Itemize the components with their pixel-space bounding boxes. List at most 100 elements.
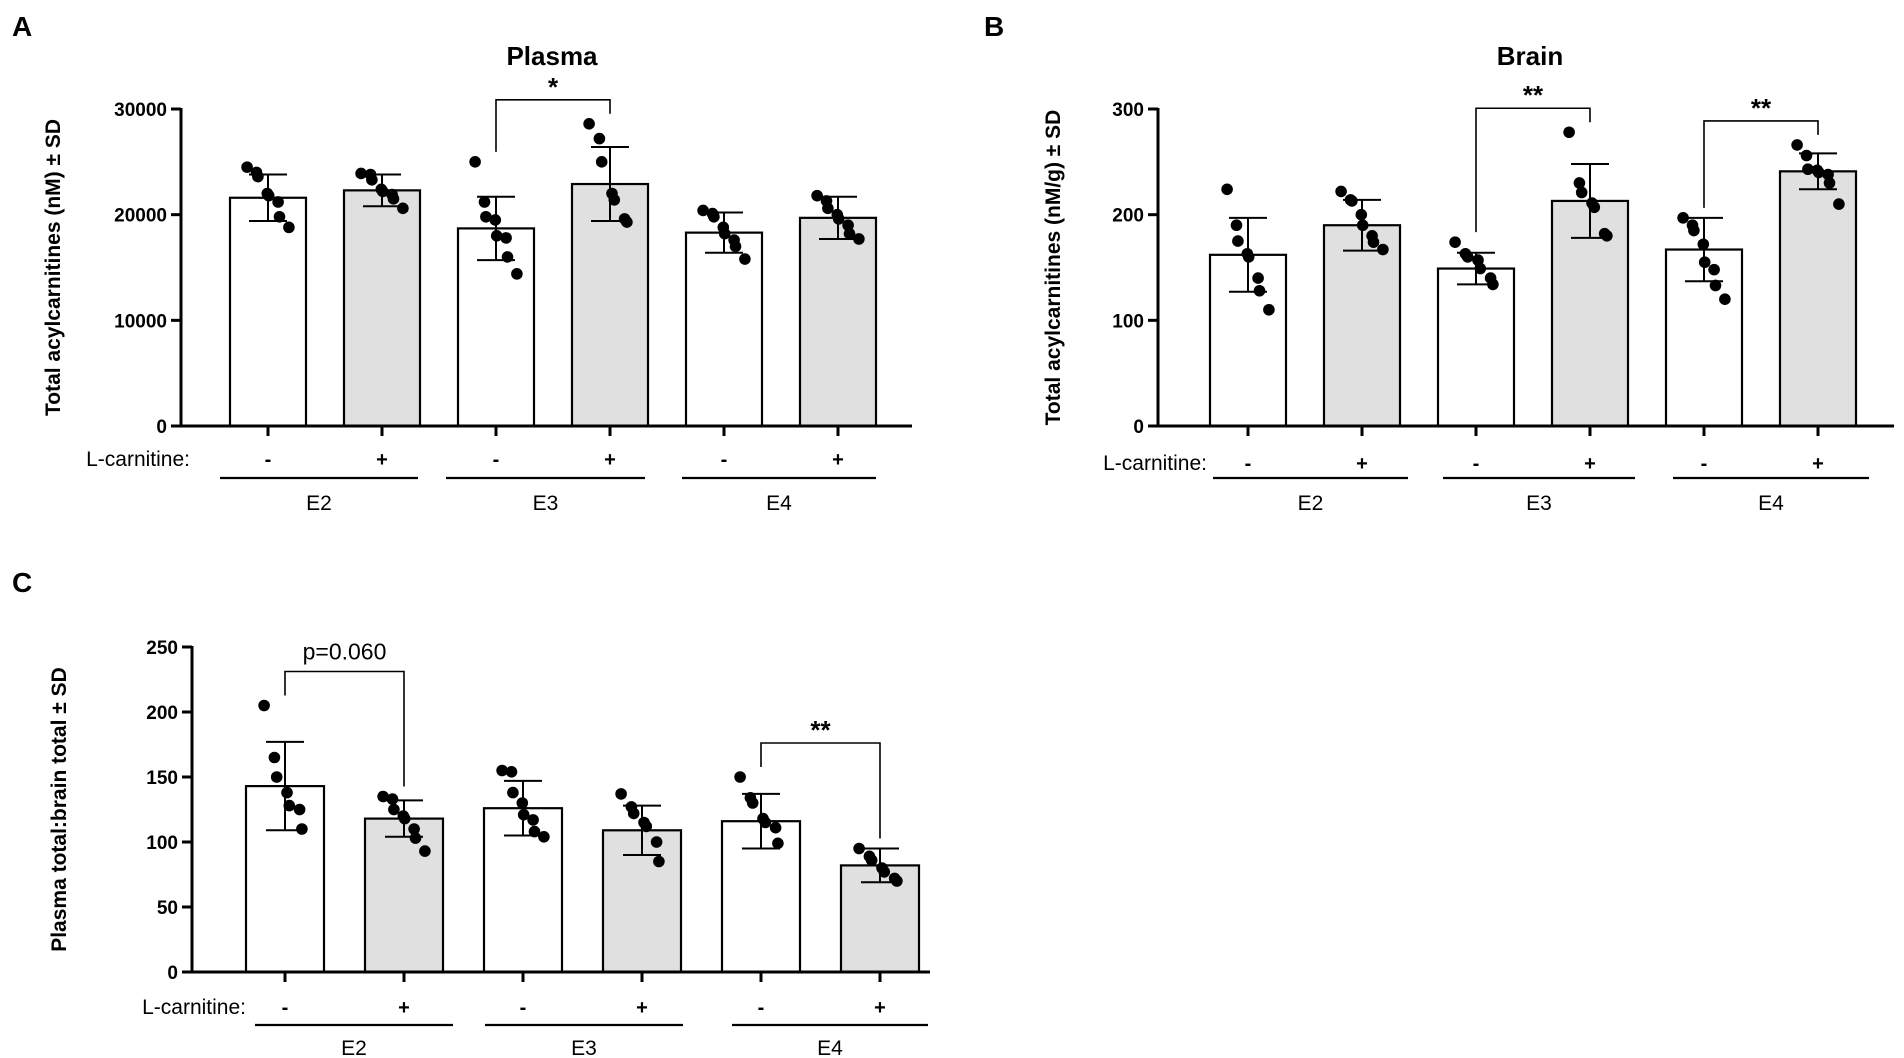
data-point bbox=[376, 185, 389, 198]
data-point bbox=[527, 814, 539, 826]
data-point bbox=[397, 202, 409, 215]
data-point bbox=[1833, 198, 1845, 210]
x-tick-label: - bbox=[520, 997, 527, 1019]
data-point bbox=[1573, 177, 1586, 189]
data-point bbox=[258, 699, 270, 712]
significance-bracket bbox=[495, 98, 611, 152]
bar bbox=[1436, 267, 1516, 428]
data-point bbox=[1697, 238, 1710, 251]
panel-c: C Plasma total:brain total ± SD 0 50 100 150 2… bbox=[12, 567, 930, 1058]
data-point bbox=[853, 842, 865, 855]
x-tick-label: + bbox=[1584, 453, 1596, 475]
data-point bbox=[650, 836, 663, 848]
data-point bbox=[366, 173, 378, 186]
bar bbox=[1322, 224, 1402, 428]
y-tick-label: 100 bbox=[146, 833, 178, 854]
y-tick-label: 250 bbox=[146, 638, 178, 659]
chart-title: Brain bbox=[1497, 41, 1563, 71]
y-tick-label: 200 bbox=[146, 703, 178, 724]
data-point bbox=[480, 210, 492, 223]
data-point bbox=[621, 216, 633, 228]
data-point bbox=[505, 766, 518, 778]
data-point bbox=[500, 232, 512, 244]
data-point bbox=[1474, 262, 1487, 275]
data-point bbox=[729, 240, 742, 253]
y-tick-label: 50 bbox=[157, 898, 178, 919]
data-point bbox=[1263, 303, 1275, 316]
data-point bbox=[1698, 256, 1711, 269]
data-point bbox=[608, 194, 621, 206]
data-point bbox=[1253, 284, 1266, 297]
chart-title: Plasma bbox=[506, 41, 598, 71]
x-tick-label: + bbox=[376, 449, 388, 471]
x-tick-label: - bbox=[758, 997, 765, 1019]
x-tick-label: - bbox=[265, 449, 272, 471]
data-point bbox=[398, 812, 411, 825]
x-tick-label: - bbox=[493, 449, 500, 471]
panel-letter: A bbox=[12, 11, 32, 42]
data-point bbox=[386, 793, 399, 805]
data-point bbox=[1823, 177, 1836, 189]
data-point bbox=[283, 799, 296, 812]
data-point bbox=[718, 227, 731, 240]
group-label: E3 bbox=[571, 1037, 597, 1058]
significance-bracket bbox=[284, 670, 405, 787]
data-point bbox=[507, 786, 519, 799]
data-point bbox=[1230, 219, 1243, 232]
y-tick-label: 100 bbox=[1112, 311, 1144, 332]
y-tick-label: 150 bbox=[146, 768, 178, 789]
data-point bbox=[1688, 224, 1700, 237]
data-point bbox=[1221, 183, 1233, 196]
data-point bbox=[408, 823, 420, 835]
data-point bbox=[615, 788, 627, 800]
data-point bbox=[734, 771, 746, 783]
group-label: E2 bbox=[1298, 492, 1324, 515]
x-tick-label: - bbox=[1473, 453, 1480, 475]
x-tick-label: - bbox=[1245, 453, 1252, 475]
bar bbox=[684, 231, 764, 428]
y-tick-label: 0 bbox=[1133, 417, 1144, 438]
x-tick-label: + bbox=[604, 449, 616, 471]
data-point bbox=[640, 820, 653, 833]
data-point bbox=[627, 807, 640, 820]
category-label: L-carnitine: bbox=[142, 996, 246, 1019]
x-tick-label: - bbox=[721, 449, 728, 471]
data-point bbox=[283, 221, 295, 234]
x-tick-label: - bbox=[282, 997, 289, 1019]
data-point bbox=[1449, 236, 1461, 248]
data-point bbox=[270, 771, 283, 783]
significance-bracket bbox=[760, 742, 881, 839]
data-point bbox=[501, 251, 514, 263]
group-label: E2 bbox=[306, 492, 332, 515]
bar bbox=[570, 182, 650, 428]
y-axis-label: Total acylcarnitines (nM/g) ± SD bbox=[1042, 110, 1065, 426]
data-point bbox=[516, 797, 529, 809]
data-point bbox=[1232, 235, 1244, 247]
group-label: E3 bbox=[533, 492, 559, 515]
data-point bbox=[1709, 279, 1722, 292]
data-point bbox=[865, 854, 878, 866]
significance-label: ** bbox=[1523, 80, 1544, 110]
data-point bbox=[769, 821, 782, 834]
data-point bbox=[355, 167, 367, 180]
data-point bbox=[272, 196, 284, 208]
data-point bbox=[419, 845, 431, 857]
data-point bbox=[1791, 139, 1803, 151]
data-point bbox=[1487, 278, 1499, 291]
bar bbox=[342, 189, 422, 428]
data-point bbox=[1335, 185, 1347, 198]
x-tick-label: - bbox=[1701, 453, 1708, 475]
data-point bbox=[593, 132, 606, 145]
data-point bbox=[1461, 251, 1474, 263]
y-axis-label: Total acylcarnitines (nM) ± SD bbox=[42, 119, 65, 416]
data-point bbox=[409, 832, 422, 844]
data-point bbox=[1677, 212, 1689, 224]
data-point bbox=[832, 213, 845, 225]
data-point bbox=[268, 751, 281, 764]
y-axis-label: Plasma total:brain total ± SD bbox=[48, 667, 71, 952]
data-point bbox=[891, 875, 903, 887]
data-point bbox=[759, 816, 772, 829]
significance-label: ** bbox=[1751, 93, 1772, 123]
data-point bbox=[388, 803, 400, 816]
data-point bbox=[1719, 293, 1731, 306]
